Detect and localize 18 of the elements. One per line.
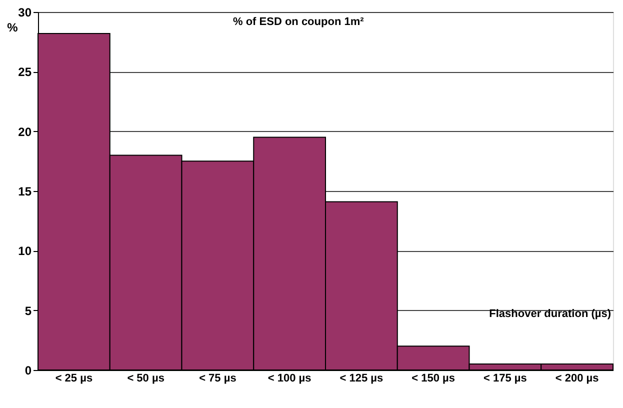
x-tick-label: < 50 µs: [127, 372, 164, 384]
x-axis-title: Flashover duration (µs): [489, 308, 612, 320]
x-tick-label: < 175 µs: [484, 372, 527, 384]
y-tick-label: 5: [24, 304, 32, 318]
x-tick-label: < 150 µs: [412, 372, 455, 384]
y-tick-label: 25: [18, 65, 32, 80]
y-tick-label: 0: [24, 364, 32, 378]
x-tick-label: < 100 µs: [268, 372, 312, 384]
x-tick-label: < 25 µs: [55, 372, 93, 384]
y-tick-label: 10: [18, 244, 32, 258]
x-tick-label: < 125 µs: [340, 372, 384, 384]
x-tick-label: < 75 µs: [199, 372, 236, 384]
x-tick-label: < 200 µs: [555, 372, 599, 384]
y-axis-title: %: [7, 20, 18, 34]
y-tick-label: 15: [18, 184, 32, 198]
y-tick-label: 20: [18, 124, 32, 139]
chart-title: % of ESD on coupon 1m²: [233, 16, 364, 28]
y-tick-label: 30: [18, 6, 32, 20]
